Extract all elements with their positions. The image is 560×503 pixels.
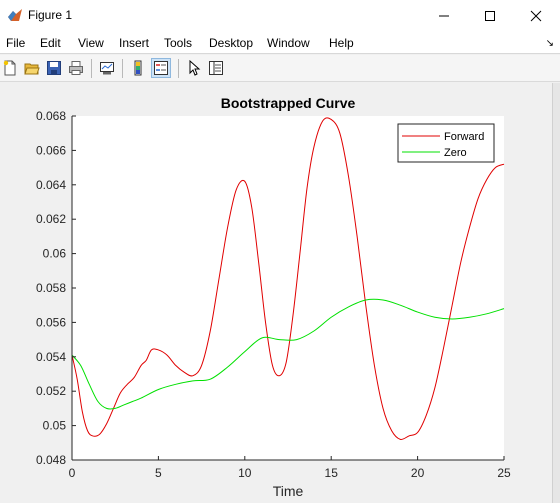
- y-tick-label: 0.068: [36, 109, 66, 123]
- link-plot-button[interactable]: [97, 58, 117, 78]
- property-inspector-icon: [209, 61, 223, 75]
- chart-svg: Bootstrapped Curve 0 5 10 15 20 25 0.048 0.05 0.…: [36, 95, 511, 499]
- figure-edge-strip: [552, 83, 560, 503]
- edit-plot-pointer-icon: [189, 60, 201, 76]
- menu-tools[interactable]: Tools: [164, 36, 193, 50]
- minimize-icon: [439, 15, 449, 17]
- x-tick-label: 10: [238, 466, 252, 480]
- print-icon: [69, 61, 83, 75]
- menu-view[interactable]: View: [78, 36, 104, 50]
- series-line-zero: [71, 298, 505, 410]
- plot-area: [72, 116, 504, 460]
- y-tick-label: 0.066: [36, 143, 66, 157]
- toolbar-separator: [91, 59, 92, 78]
- menu-edit[interactable]: Edit: [40, 36, 61, 50]
- window-title-bar: Figure 1: [0, 0, 560, 31]
- insert-colorbar-button[interactable]: [128, 58, 148, 78]
- new-figure-icon: [3, 60, 16, 76]
- toolbar-separator: [178, 59, 179, 78]
- menu-file[interactable]: File: [6, 36, 26, 50]
- y-tick-label: 0.048: [36, 453, 66, 467]
- save-icon: [47, 61, 61, 75]
- open-file-button[interactable]: [22, 58, 42, 78]
- new-figure-button[interactable]: [0, 58, 20, 78]
- menu-bar: File Edit View Insert Tools Desktop Wind…: [0, 31, 560, 54]
- chart-title: Bootstrapped Curve: [221, 95, 356, 111]
- print-button[interactable]: [66, 58, 86, 78]
- maximize-icon: [485, 11, 495, 21]
- menu-help[interactable]: Help: [329, 36, 354, 50]
- y-tick-label: 0.056: [36, 315, 66, 329]
- link-plot-icon: [100, 62, 114, 75]
- insert-legend-button[interactable]: [151, 58, 171, 78]
- y-tick-label: 0.054: [36, 350, 66, 364]
- close-icon: [530, 10, 542, 22]
- menu-insert[interactable]: Insert: [119, 36, 150, 50]
- x-tick-label: 15: [325, 466, 339, 480]
- open-file-icon: [24, 63, 40, 75]
- x-tick-label: 5: [155, 466, 162, 480]
- close-button[interactable]: [513, 0, 559, 31]
- menu-desktop[interactable]: Desktop: [209, 36, 254, 50]
- y-tick-label: 0.058: [36, 281, 66, 295]
- y-tick-label: 0.062: [36, 212, 66, 226]
- y-tick-label: 0.064: [36, 178, 66, 192]
- legend[interactable]: Forward Zero: [397, 123, 495, 163]
- edit-plot-button[interactable]: [184, 58, 204, 78]
- x-tick-label: 25: [497, 466, 511, 480]
- menu-window[interactable]: Window: [267, 36, 310, 50]
- y-tick-label: 0.06: [43, 247, 67, 261]
- maximize-button[interactable]: [467, 0, 513, 31]
- insert-legend-icon: [154, 61, 168, 75]
- minimize-button[interactable]: [421, 0, 467, 31]
- x-axis-label: Time: [273, 483, 304, 499]
- insert-colorbar-icon: [134, 60, 142, 76]
- figure-toolbar: [0, 55, 560, 82]
- y-tick-label: 0.052: [36, 384, 66, 398]
- save-button[interactable]: [44, 58, 64, 78]
- window-title: Figure 1: [28, 8, 73, 22]
- x-tick-label: 20: [411, 466, 425, 480]
- figure-canvas: Bootstrapped Curve 0 5 10 15 20 25 0.048 0.05 0.…: [0, 83, 560, 503]
- legend-label-forward: Forward: [444, 131, 484, 143]
- series-line-forward: [71, 117, 505, 441]
- toolbar-separator: [122, 59, 123, 78]
- legend-label-zero: Zero: [444, 147, 467, 159]
- x-tick-label: 0: [69, 466, 76, 480]
- property-inspector-button[interactable]: [206, 58, 226, 78]
- dock-arrow-icon[interactable]: ↘: [545, 38, 554, 49]
- matlab-icon: [7, 7, 23, 23]
- y-tick-label: 0.05: [43, 419, 67, 433]
- legend-box: [397, 123, 495, 163]
